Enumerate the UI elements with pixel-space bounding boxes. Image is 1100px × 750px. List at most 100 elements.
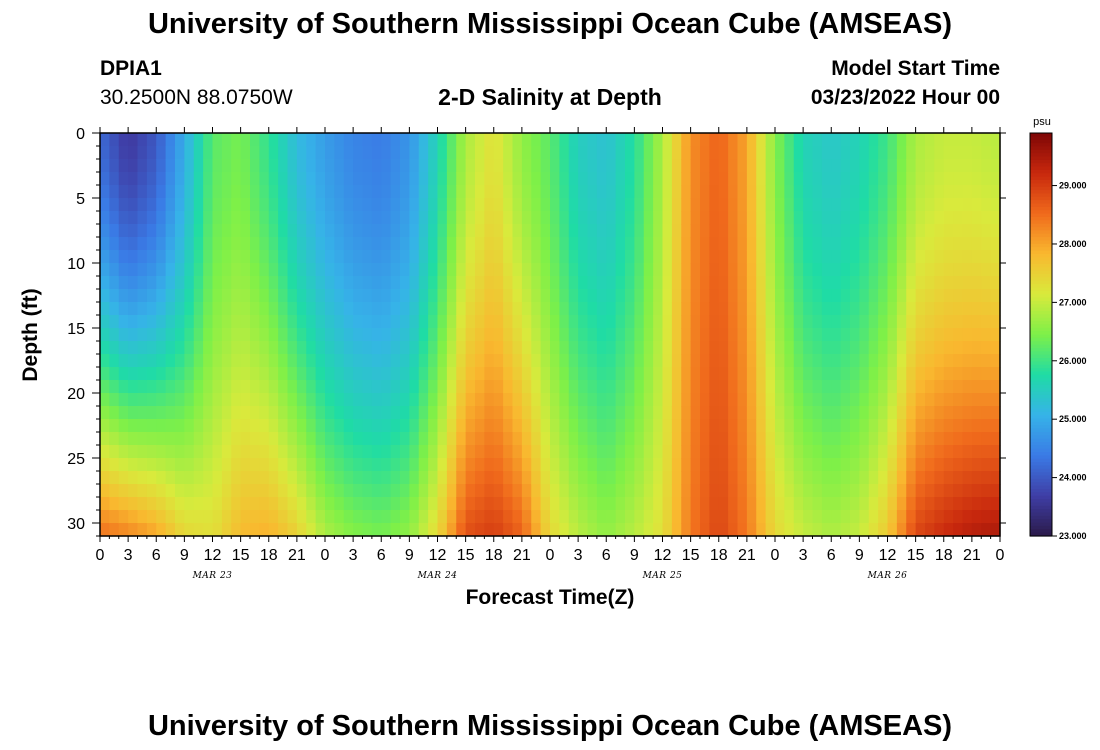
heatmap-cell: [362, 406, 373, 420]
heatmap-cell: [746, 497, 757, 511]
heatmap-cell: [831, 406, 842, 420]
heatmap-cell: [512, 367, 523, 381]
heatmap-cell: [662, 432, 673, 446]
heatmap-cell: [118, 302, 129, 316]
heatmap-cell: [325, 302, 335, 316]
heatmap-cell: [587, 198, 598, 212]
heatmap-cell: [287, 497, 298, 511]
heatmap-cell: [971, 302, 982, 316]
heatmap-cell: [128, 146, 139, 160]
heatmap-cell: [803, 419, 814, 433]
heatmap-cell: [100, 393, 110, 407]
heatmap-cell: [737, 224, 748, 238]
heatmap-cell: [118, 328, 129, 342]
heatmap-cell: [700, 276, 710, 290]
heatmap-cell: [971, 471, 982, 485]
heatmap-cell: [737, 302, 748, 316]
heatmap-cell: [287, 211, 298, 225]
heatmap-cell: [934, 432, 945, 446]
heatmap-cell: [775, 263, 785, 277]
heatmap-cell: [381, 341, 392, 355]
heatmap-cell: [231, 445, 242, 459]
heatmap-cell: [990, 133, 1001, 147]
heatmap-cell: [184, 458, 195, 472]
heatmap-cell: [212, 159, 223, 173]
heatmap-cell: [221, 211, 232, 225]
heatmap-cell: [437, 406, 448, 420]
heatmap-cell: [315, 159, 326, 173]
heatmap-cell: [221, 237, 232, 251]
heatmap-cell: [100, 380, 110, 394]
heatmap-cell: [503, 237, 514, 251]
heatmap-cell: [878, 224, 889, 238]
heatmap-cell: [531, 406, 542, 420]
heatmap-cell: [915, 172, 926, 186]
heatmap-cell: [915, 432, 926, 446]
heatmap-cell: [831, 198, 842, 212]
heatmap-cell: [915, 458, 926, 472]
heatmap-cell: [953, 276, 964, 290]
heatmap-cell: [850, 510, 860, 524]
heatmap-cell: [709, 133, 720, 147]
heatmap-cell: [484, 302, 495, 316]
heatmap-cell: [690, 289, 701, 303]
heatmap-cell: [887, 289, 898, 303]
heatmap-cell: [315, 302, 326, 316]
heatmap-cell: [287, 328, 298, 342]
heatmap-cell: [268, 354, 279, 368]
heatmap-cell: [428, 276, 439, 290]
heatmap-cell: [962, 315, 973, 329]
heatmap-cell: [765, 133, 776, 147]
heatmap-cell: [137, 432, 148, 446]
heatmap-cell: [400, 484, 410, 498]
heatmap-cell: [353, 354, 364, 368]
heatmap-cell: [418, 133, 429, 147]
heatmap-cell: [362, 445, 373, 459]
heatmap-cell: [362, 432, 373, 446]
heatmap-cell: [887, 159, 898, 173]
heatmap-cell: [418, 497, 429, 511]
heatmap-cell: [887, 406, 898, 420]
heatmap-cell: [334, 432, 345, 446]
heatmap-cell: [475, 172, 485, 186]
heatmap-cell: [250, 432, 260, 446]
heatmap-cell: [700, 341, 710, 355]
heatmap-cell: [531, 263, 542, 277]
heatmap-cell: [896, 432, 907, 446]
heatmap-cell: [371, 445, 382, 459]
heatmap-cell: [981, 224, 992, 238]
heatmap-cell: [653, 146, 664, 160]
heatmap-cell: [465, 354, 476, 368]
heatmap-cell: [409, 315, 420, 329]
heatmap-cell: [775, 419, 785, 433]
heatmap-cell: [550, 484, 560, 498]
heatmap-cell: [278, 432, 289, 446]
heatmap-cell: [578, 341, 589, 355]
heatmap-cell: [203, 458, 214, 472]
heatmap-cell: [512, 393, 523, 407]
heatmap-cell: [906, 146, 917, 160]
heatmap-cell: [765, 432, 776, 446]
heatmap-cell: [512, 406, 523, 420]
heatmap-cell: [775, 276, 785, 290]
heatmap-cell: [137, 276, 148, 290]
heatmap-cell: [240, 263, 251, 277]
heatmap-cell: [446, 419, 457, 433]
heatmap-cell: [175, 133, 185, 147]
heatmap-cell: [653, 237, 664, 251]
heatmap-cell: [381, 380, 392, 394]
heatmap-cell: [165, 146, 176, 160]
heatmap-cell: [287, 185, 298, 199]
heatmap-cell: [578, 328, 589, 342]
heatmap-cell: [634, 302, 645, 316]
heatmap-cell: [868, 289, 879, 303]
heatmap-cell: [962, 185, 973, 199]
heatmap-cell: [493, 393, 504, 407]
x-axis-label: Forecast Time(Z): [466, 586, 635, 609]
heatmap-cell: [250, 172, 260, 186]
heatmap-cell: [559, 510, 570, 524]
heatmap-cell: [400, 432, 410, 446]
heatmap-cell: [446, 237, 457, 251]
heatmap-cell: [146, 354, 157, 368]
